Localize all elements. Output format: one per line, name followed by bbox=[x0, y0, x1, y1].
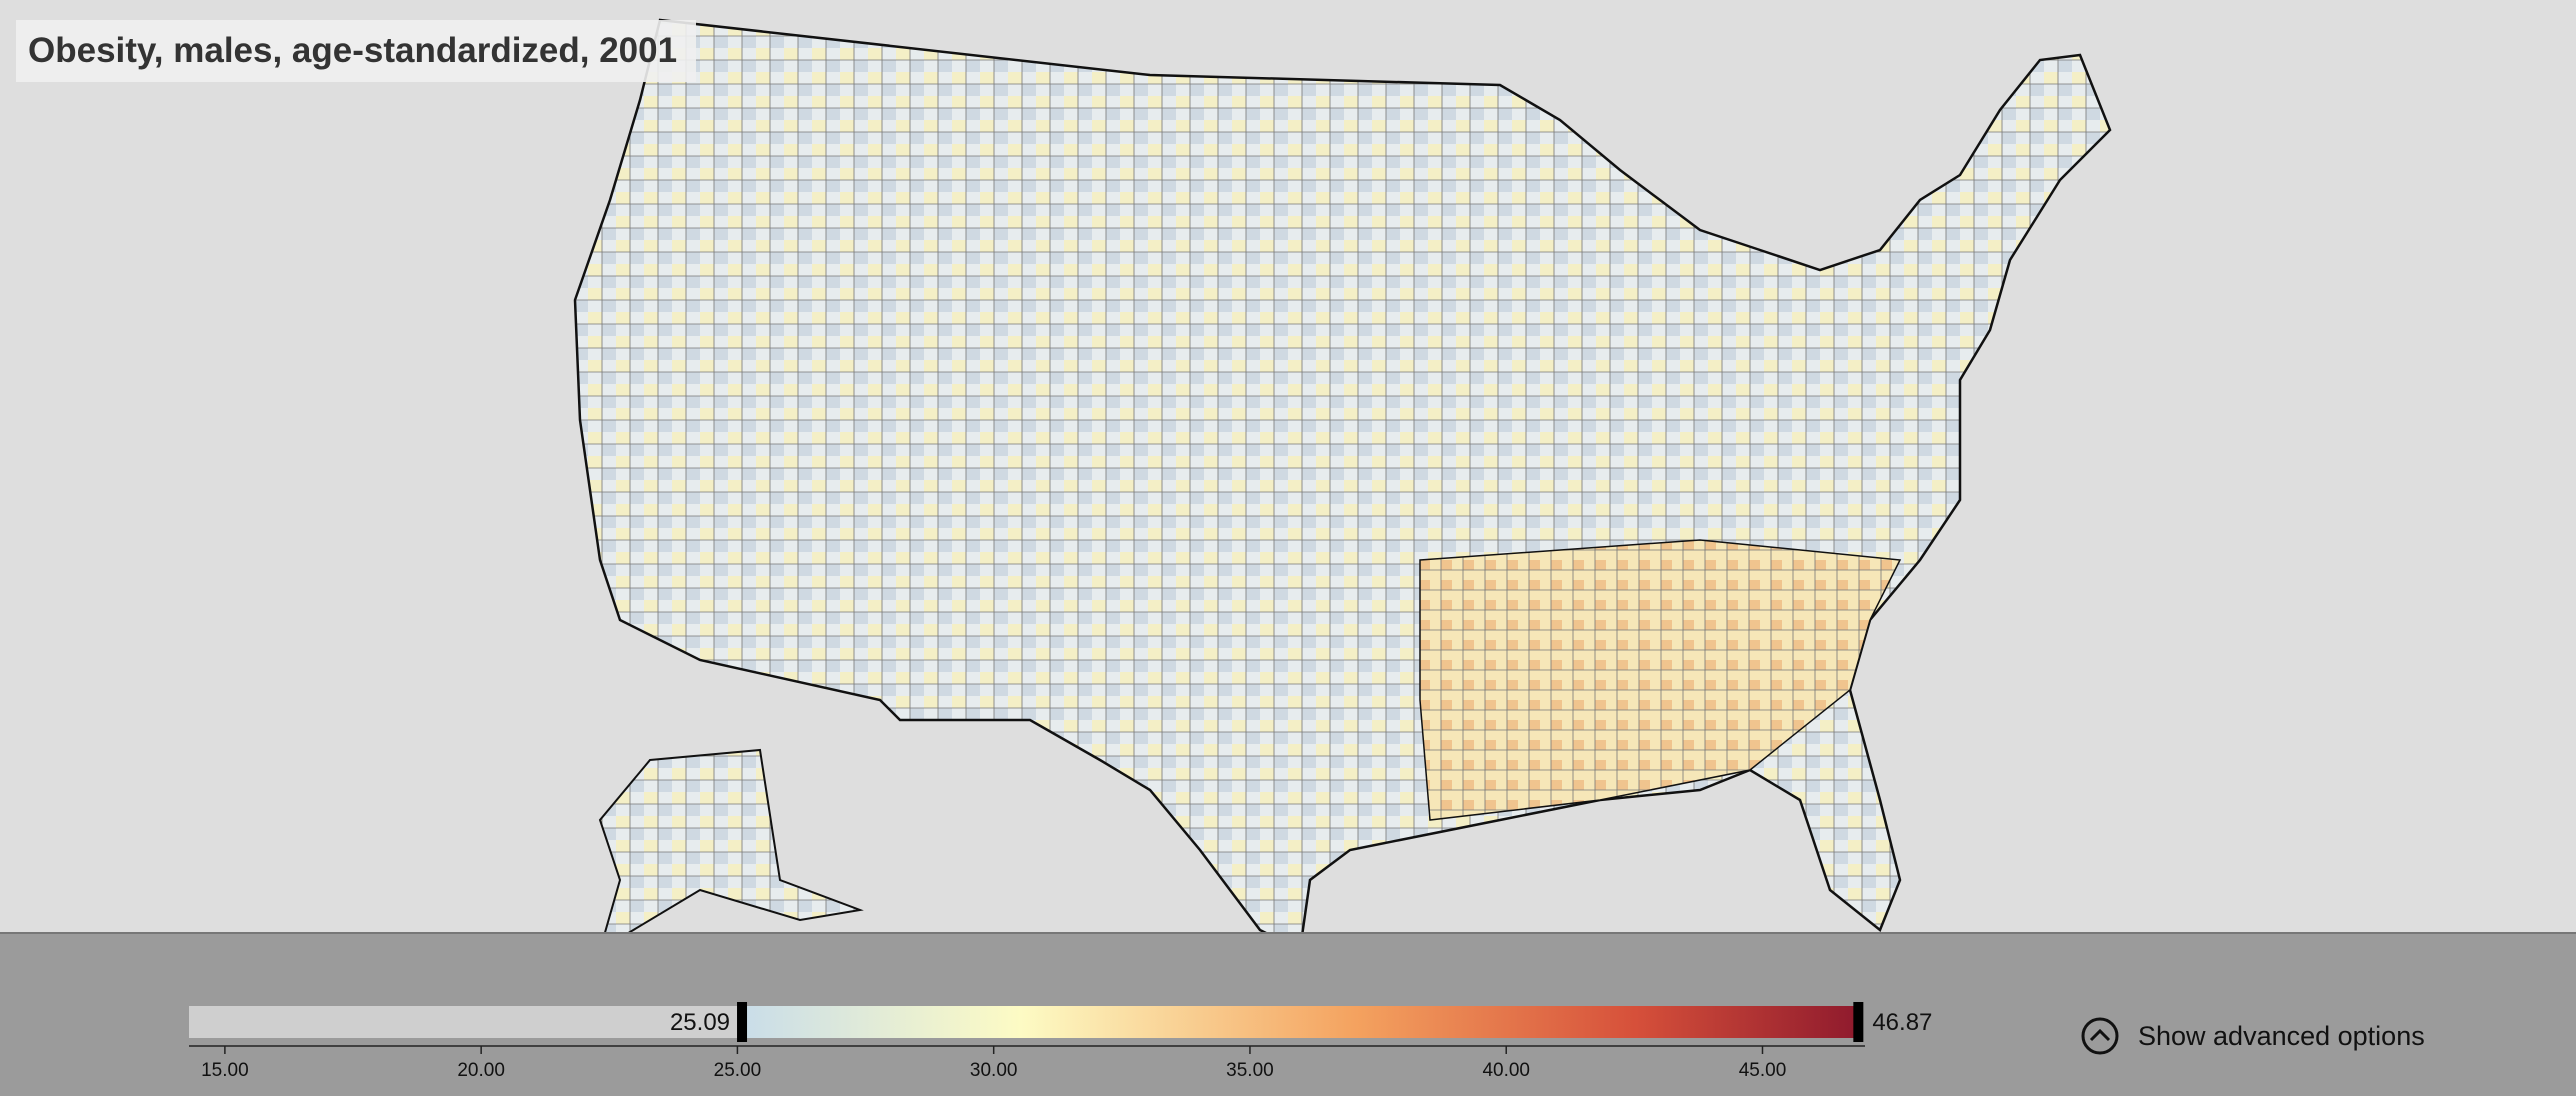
southeast-region bbox=[1419, 539, 1902, 821]
tick-label: 20.00 bbox=[457, 1060, 505, 1081]
tick-label: 35.00 bbox=[1226, 1060, 1274, 1081]
map-title: Obesity, males, age-standardized, 2001 bbox=[16, 20, 696, 82]
advanced-options-toggle[interactable]: Show advanced options bbox=[2080, 1016, 2425, 1056]
toggle-icon bbox=[2081, 1017, 2119, 1055]
control-panel: 25.09 46.87 15.00 20.00 25.00 30.00 35.00 40.00… bbox=[0, 932, 2576, 1096]
tick-label: 25.00 bbox=[714, 1060, 762, 1081]
range-max-label: 46.87 bbox=[1872, 1009, 1932, 1036]
range-max-handle[interactable] bbox=[1853, 1002, 1864, 1042]
tick-label: 30.00 bbox=[970, 1060, 1018, 1081]
tick-label: 40.00 bbox=[1482, 1060, 1530, 1081]
range-min-handle[interactable] bbox=[737, 1002, 748, 1042]
color-legend: 25.09 46.87 15.00 20.00 25.00 30.00 35.00 40.00… bbox=[189, 1002, 1932, 1081]
toggle-label[interactable]: Show advanced options bbox=[2138, 1020, 2425, 1051]
tick-label: 45.00 bbox=[1739, 1060, 1787, 1081]
out-of-range-bar bbox=[189, 1006, 743, 1038]
color-ramp bbox=[742, 1006, 1859, 1038]
contiguous-us bbox=[573, 18, 2112, 932]
map bbox=[573, 18, 2112, 932]
alaska bbox=[598, 748, 864, 932]
tick-label: 15.00 bbox=[201, 1060, 249, 1081]
range-min-label: 25.09 bbox=[670, 1009, 730, 1036]
